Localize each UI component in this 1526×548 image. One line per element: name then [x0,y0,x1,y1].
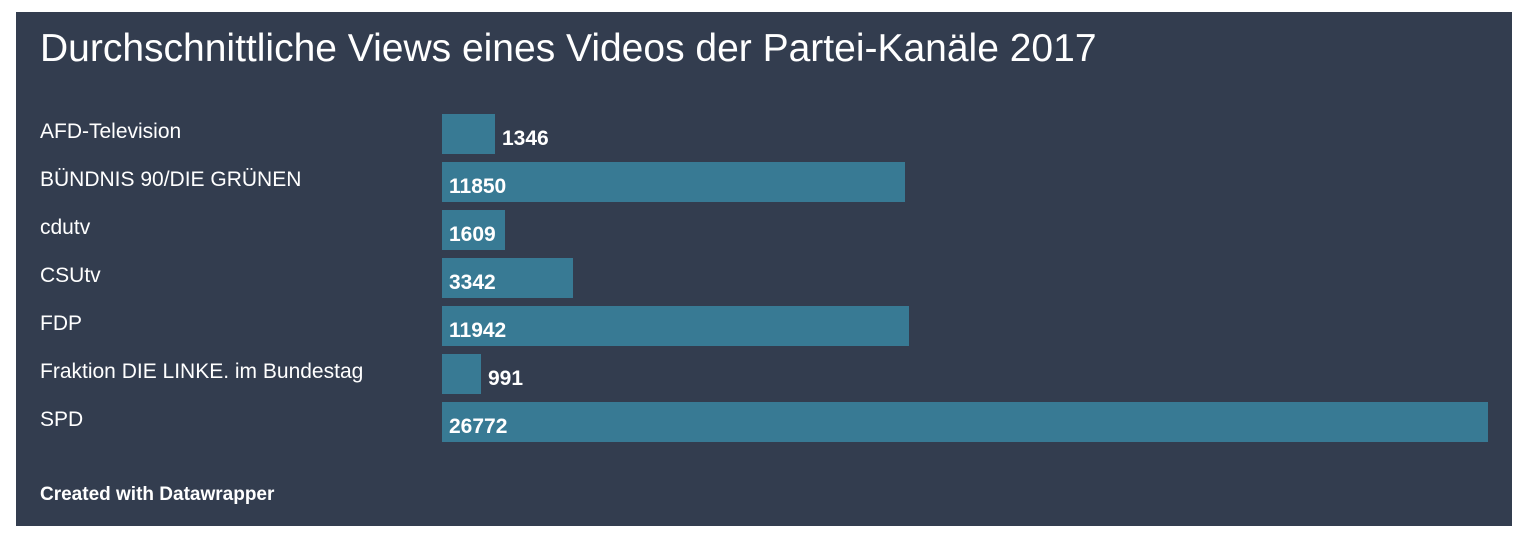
bar [442,162,905,202]
bar [442,354,481,394]
bar-value-label: 11850 [449,175,507,198]
category-label: Fraktion DIE LINKE. im Bundestag [40,360,364,383]
category-label: AFD-Television [40,120,182,143]
bar-value-label: 1346 [502,127,549,150]
bar-value-label: 1609 [449,223,496,246]
bar [442,306,909,346]
category-label: cdutv [40,216,91,239]
chart-panel: Durchschnittliche Views eines Videos der… [16,12,1512,526]
category-label: BÜNDNIS 90/DIE GRÜNEN [40,168,302,191]
bar-value-label: 991 [488,367,524,390]
bar [442,114,495,154]
bar-chart: AFD-Television 1346 BÜNDNIS 90/DIE GRÜNEN 1… [16,12,1512,526]
datawrapper-credit: Created with Datawrapper [40,484,275,505]
category-label: FDP [40,312,82,335]
category-label: CSUtv [40,264,101,287]
bar-value-label: 11942 [449,319,507,342]
category-label: SPD [40,408,84,431]
chart-title: Durchschnittliche Views eines Videos der… [40,27,1097,70]
bar [442,210,505,250]
bar [442,258,573,298]
bar-value-label: 26772 [449,415,508,438]
bar [442,402,1488,442]
bar-value-label: 3342 [449,271,496,294]
